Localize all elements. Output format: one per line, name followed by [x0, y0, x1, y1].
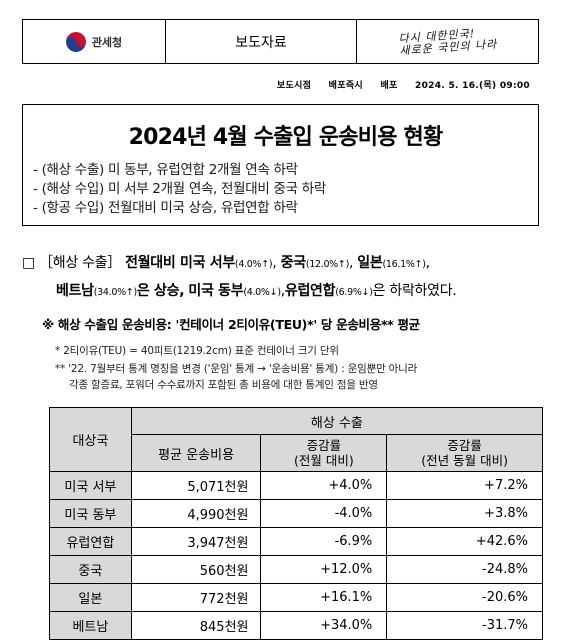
release-time-value: 배포즉시: [328, 81, 363, 91]
china-label: 중국: [280, 255, 306, 271]
table-row: 베트남 845천원 +34.0% -31.7%: [49, 611, 543, 640]
agency-logo: 관세청: [23, 20, 166, 63]
row-avg-cost: 5,071천원: [130, 471, 262, 500]
row-avg-cost: 772천원: [130, 583, 262, 612]
eu-label: 유럽연합: [284, 283, 336, 299]
row-avg-cost: 560천원: [130, 555, 262, 584]
col-header-yoy: 증감률 (전년 동월 대비): [386, 434, 543, 472]
row-yoy: +3.8%: [386, 499, 543, 528]
row-country: 일본: [49, 583, 132, 612]
us-east-label: 미국 동부: [188, 283, 244, 299]
page-title: 2024년 4월 수출입 운송비용 현황: [128, 125, 444, 150]
summary-line: - (해상 수출) 미 동부, 유럽연합 2개월 연속 하락: [33, 162, 298, 178]
summary-line: - (해상 수입) 미 서부 2개월 연속, 전월대비 중국 하락: [33, 181, 326, 197]
table-row: 일본 772천원 +16.1% -20.6%: [49, 583, 543, 612]
row-mom: -4.0%: [260, 499, 388, 528]
table-row: 유럽연합 3,947천원 -6.9% +42.6%: [49, 527, 543, 556]
row-mom: +16.1%: [260, 583, 388, 612]
japan-pct: (16.1%↑): [382, 259, 426, 270]
release-dist-label: 배포: [380, 81, 398, 91]
us-east-pct: (4.0%↓): [243, 287, 281, 298]
row-yoy: +42.6%: [386, 527, 543, 556]
row-mom: +4.0%: [260, 471, 388, 500]
footnote-2: ** '22. 7월부터 통계 명칭을 변경 ('운임' 통계 → '운송비용'…: [55, 361, 545, 393]
row-yoy: +7.2%: [386, 471, 543, 500]
rise-text: 은 상승,: [136, 283, 185, 299]
main-heading: ［해상 수출］: [39, 255, 121, 271]
taegeuk-icon: [65, 31, 86, 52]
us-west-pct: (4.0%↑): [234, 259, 273, 270]
row-avg-cost: 845천원: [130, 611, 262, 640]
col-header-mom-2: (전월 대비): [294, 453, 354, 468]
shipping-cost-table: 대상국 해상 수출 평균 운송비용 증감률 (전월 대비) 증감률 (전년 동월…: [49, 407, 544, 640]
row-avg-cost: 4,990천원: [130, 499, 262, 528]
row-avg-cost: 3,947천원: [130, 527, 262, 556]
row-country: 중국: [49, 555, 132, 584]
doc-type: 보도자료: [166, 20, 357, 63]
fall-text: 은 하락하였다.: [372, 283, 457, 299]
slogan: 다시 대한민국! 새로운 국민의 나라: [357, 20, 538, 63]
footnote-2-line-2: 각종 할증료, 포워더 수수료까지 포함된 총 비용에 대한 통계인 점을 반영: [69, 379, 378, 391]
release-dist-value: 2024. 5. 16.(목) 09:00: [415, 81, 530, 91]
row-country: 미국 서부: [49, 471, 132, 500]
row-country: 유럽연합: [49, 527, 132, 556]
table-row: 미국 서부 5,071천원 +4.0% +7.2%: [49, 471, 543, 500]
row-yoy: -24.8%: [386, 555, 543, 584]
row-mom: +12.0%: [260, 555, 388, 584]
footnote-2-line-1: ** '22. 7월부터 통계 명칭을 변경 ('운임' 통계 → '운송비용'…: [55, 363, 418, 375]
row-mom: -6.9%: [260, 527, 388, 556]
col-header-yoy-2: (전년 동월 대비): [421, 453, 508, 468]
vietnam-label: 베트남: [56, 283, 94, 299]
intro-text: 전월대비 미국 서부: [125, 255, 235, 271]
japan-label: 일본: [357, 255, 383, 271]
summary-box: 2024년 4월 수출입 운송비용 현황 - (해상 수출) 미 동부, 유럽연…: [22, 104, 539, 226]
col-header-yoy-1: 증감률: [447, 438, 482, 453]
main-statement: □ ［해상 수출］ 전월대비 미국 서부(4.0%↑), 중국(12.0%↑),…: [22, 255, 457, 299]
col-header-mom: 증감률 (전월 대비): [260, 434, 388, 472]
china-pct: (12.0%↑): [305, 259, 349, 270]
release-time-label: 보도시점: [276, 81, 312, 91]
bullet-square: □: [22, 255, 35, 271]
col-header-group: 해상 수출: [130, 407, 544, 435]
col-header-mom-1: 증감률: [306, 438, 342, 453]
summary-line: - (항공 수입) 전월대비 미국 상승, 유럽연합 하락: [33, 200, 298, 216]
footnote-1: * 2티이유(TEU) = 40피트(1219.2cm) 표준 컨테이너 크기 …: [55, 345, 339, 357]
row-yoy: -31.7%: [386, 611, 543, 640]
vietnam-pct: (34.0%↑): [93, 287, 137, 298]
row-yoy: -20.6%: [386, 583, 543, 612]
col-header-target: 대상국: [49, 407, 132, 472]
table-row: 미국 동부 4,990천원 -4.0% +3.8%: [49, 499, 543, 528]
release-line: 보도시점 배포즉시 배포 2024. 5. 16.(목) 09:00: [0, 78, 530, 91]
col-header-avg: 평균 운송비용: [130, 434, 262, 472]
header-box: 관세청 보도자료 다시 대한민국! 새로운 국민의 나라: [22, 19, 539, 64]
agency-name: 관세청: [91, 35, 123, 49]
note-title: ※ 해상 수출입 운송비용: '컨테이너 2티이유(TEU)*' 당 운송비용*…: [42, 317, 420, 332]
eu-pct: (6.9%↓): [335, 287, 373, 298]
row-country: 베트남: [49, 611, 132, 640]
table-row: 중국 560천원 +12.0% -24.8%: [49, 555, 543, 584]
row-country: 미국 동부: [49, 499, 132, 528]
row-mom: +34.0%: [260, 611, 388, 640]
